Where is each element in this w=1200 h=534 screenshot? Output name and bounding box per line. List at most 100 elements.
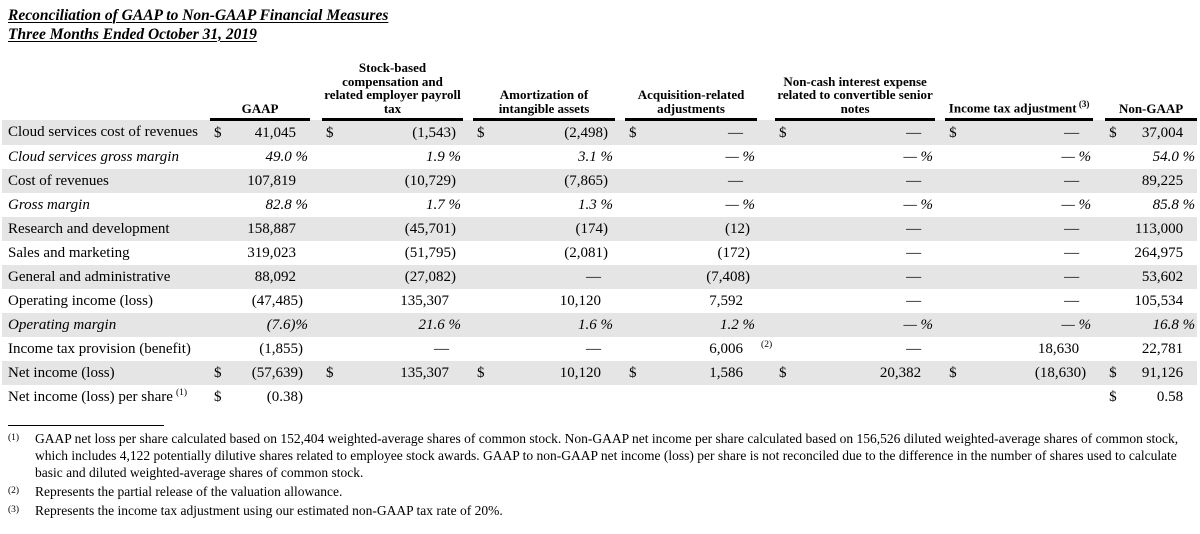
spacer-cell <box>615 241 625 265</box>
dollar-sign-cell: $ <box>473 361 498 385</box>
dollar-sign-cell <box>210 265 234 289</box>
value-cell: 1.3 % <box>497 193 615 217</box>
spacer-cell <box>463 169 474 193</box>
value-text: 1.3 % <box>578 196 614 213</box>
spacer-cell <box>935 241 945 265</box>
value-text: 6,006 <box>709 340 744 357</box>
dollar-sign-cell <box>1105 265 1126 289</box>
value-cell: (174) <box>497 217 616 241</box>
value-text: — % <box>903 196 934 213</box>
dollar-sign-cell <box>1105 313 1126 337</box>
value-cell: — % <box>969 145 1093 169</box>
dollar-sign-cell <box>210 193 234 217</box>
spacer-cell <box>463 61 473 120</box>
value-text: 1.7 % <box>426 196 462 213</box>
value-cell: 20,382 <box>799 361 936 385</box>
value-text: (7.6)% <box>266 316 308 333</box>
reconciliation-table: GAAP Stock-based compensation and related… <box>2 61 1198 409</box>
value-text: 85.8 % <box>1152 196 1196 213</box>
value-cell: (7,865) <box>497 169 616 193</box>
value-cell: 7,592 <box>649 289 757 313</box>
value-cell: 10,120 <box>497 361 616 385</box>
value-cell: 6,006 (2) <box>649 337 772 361</box>
row-label: Operating income (loss) <box>8 292 153 309</box>
value-text: 1.9 % <box>426 148 462 165</box>
spacer-cell <box>1093 385 1105 409</box>
value-cell: — % <box>969 193 1093 217</box>
spacer-cell <box>310 193 322 217</box>
spacer-cell <box>310 169 322 193</box>
dollar-sign-cell <box>1105 193 1125 217</box>
value-cell: (1,855) <box>234 337 310 361</box>
dollar-sign-cell <box>945 169 970 193</box>
spacer-cell <box>1093 169 1106 193</box>
value-cell: 89,225 <box>1125 169 1198 193</box>
value-text: — <box>728 124 744 141</box>
column-header: Amortization of intangible assets <box>473 61 616 121</box>
dollar-sign-cell <box>775 337 799 361</box>
value-text: 41,045 <box>254 124 296 141</box>
value-cell <box>497 385 615 409</box>
value-cell: (7.6)% <box>234 313 310 337</box>
value-text: — <box>1064 244 1080 261</box>
value-text: (172) <box>717 244 751 261</box>
dollar-sign-cell <box>625 169 650 193</box>
value-text: 135,307 <box>400 292 450 309</box>
dollar-sign-cell <box>945 313 970 337</box>
dollar-sign-cell: $ <box>322 361 346 385</box>
value-cell: — <box>969 289 1093 313</box>
dollar-sign-cell <box>945 337 969 361</box>
spacer-cell <box>463 313 474 337</box>
value-cell: (2,081) <box>497 241 615 265</box>
value-cell: — % <box>799 313 936 337</box>
spacer-cell <box>615 217 626 241</box>
dollar-sign-cell: $ <box>322 119 346 145</box>
value-cell: — % <box>799 193 935 217</box>
value-text: 319,023 <box>247 244 296 261</box>
value-cell: — <box>969 169 1094 193</box>
spacer-cell <box>757 313 776 337</box>
row-label: Operating margin <box>2 313 210 337</box>
table-row: Net income (loss) per share (1) $ (0.38) $0.… <box>2 385 1197 409</box>
value-text: — <box>1064 292 1080 309</box>
value-cell: 91,126 <box>1125 361 1198 385</box>
dollar-sign-cell <box>945 241 969 265</box>
dollar-sign-cell <box>322 169 346 193</box>
value-text: 105,534 <box>1134 292 1184 309</box>
value-text: 113,000 <box>1134 220 1184 237</box>
value-text: (47,485) <box>251 292 303 309</box>
table-row: Operating income (loss) (47,485) 135,307 10… <box>2 289 1197 313</box>
spacer-cell <box>757 193 775 217</box>
value-text: 10,120 <box>559 292 602 309</box>
value-text: (45,701) <box>404 220 457 237</box>
value-text: (57,639) <box>251 364 303 381</box>
spacer-cell <box>1093 289 1105 313</box>
spacer-cell <box>463 193 473 217</box>
value-cell: (57,639) <box>234 361 310 385</box>
table-header: GAAP Stock-based compensation and related… <box>2 61 1198 121</box>
value-cell: — <box>799 169 936 193</box>
dollar-sign-cell <box>473 193 497 217</box>
dollar-sign-cell <box>625 241 649 265</box>
dollar-sign-cell <box>625 217 650 241</box>
dollar-sign-cell <box>775 385 799 409</box>
spacer-cell <box>310 241 322 265</box>
value-text: — <box>906 268 922 285</box>
dollar-sign-cell <box>322 385 346 409</box>
value-cell: 3.1 % <box>497 145 615 169</box>
table-row: Gross margin 82.8 % 1.7 % 1.3 % — % — % — % 85.… <box>2 193 1197 217</box>
value-cell: — <box>497 337 615 361</box>
value-text: 37,004 <box>1141 124 1184 141</box>
value-text: — <box>434 340 450 357</box>
column-header: Stock-based compensation and related emp… <box>322 61 464 121</box>
value-cell: (27,082) <box>346 265 464 289</box>
dollar-sign-cell <box>322 217 346 241</box>
value-cell: 264,975 <box>1125 241 1197 265</box>
value-cell <box>969 385 1093 409</box>
value-cell: 107,819 <box>234 169 310 193</box>
dollar-sign-cell <box>625 145 649 169</box>
footnote-text: Represents the income tax adjustment usi… <box>35 503 503 518</box>
dollar-sign-cell <box>775 265 800 289</box>
value-cell: (2,498) <box>497 119 616 145</box>
footnote-marker: (1) <box>8 433 20 443</box>
